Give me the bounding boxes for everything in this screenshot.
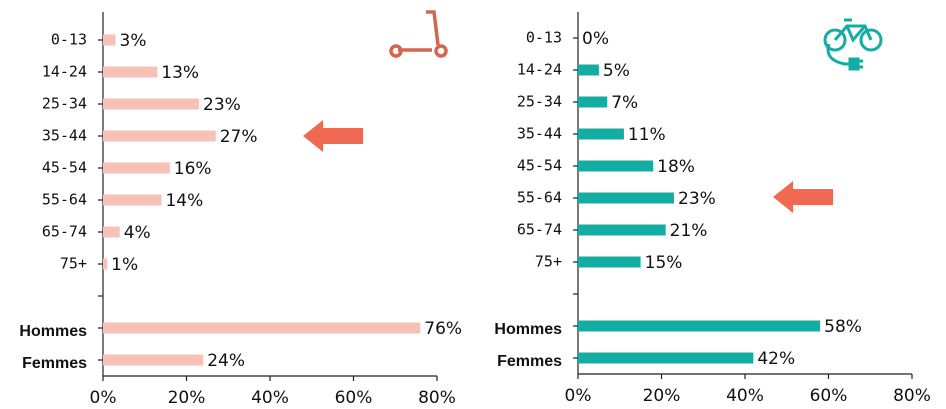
data-label: 23% <box>203 95 241 115</box>
bar <box>103 130 216 142</box>
data-label: 42% <box>757 349 795 369</box>
x-tick-label: 40% <box>251 388 289 408</box>
data-label: 76% <box>424 319 462 339</box>
data-label: 11% <box>628 125 666 145</box>
bar <box>103 98 200 110</box>
x-tick-label: 40% <box>726 386 764 406</box>
data-label: 24% <box>207 351 245 371</box>
y-tick-label: 75+ <box>535 253 562 271</box>
y-tick-label: 55-64 <box>42 191 87 209</box>
x-tick-label: 80% <box>893 386 931 406</box>
y-tick-label: 14-24 <box>517 61 562 79</box>
data-label: 27% <box>220 127 258 147</box>
x-tick-label: 80% <box>418 388 456 408</box>
data-label: 4% <box>124 223 151 243</box>
data-label: 5% <box>603 61 630 81</box>
bar <box>103 354 204 366</box>
bar <box>103 66 158 78</box>
data-label: 7% <box>611 93 638 113</box>
data-label: 18% <box>657 157 695 177</box>
data-label: 58% <box>824 317 862 337</box>
x-tick-label: 20% <box>168 388 206 408</box>
data-label: 1% <box>111 255 138 275</box>
y-tick-label: 35-44 <box>517 125 562 143</box>
y-tick-label: 0-13 <box>51 31 87 49</box>
data-label: 23% <box>678 189 716 209</box>
bar <box>103 162 170 174</box>
data-label: 16% <box>174 159 212 179</box>
y-tick-label: 0-13 <box>526 29 562 47</box>
data-label: 21% <box>670 221 708 241</box>
y-tick-label: 55-64 <box>517 189 562 207</box>
y-tick-label: 14-24 <box>42 63 87 81</box>
y-tick-label: 25-34 <box>42 95 87 113</box>
y-tick-label: 65-74 <box>42 223 87 241</box>
ebike-icon <box>823 18 883 71</box>
bar <box>578 256 641 268</box>
y-tick-label: Femmes <box>22 355 87 372</box>
data-label: 3% <box>120 31 147 51</box>
x-tick-label: 20% <box>643 386 681 406</box>
bar <box>578 64 599 76</box>
bar <box>103 34 116 46</box>
y-tick-label: 65-74 <box>517 221 562 239</box>
bar <box>578 192 675 204</box>
data-label: 15% <box>645 253 683 273</box>
x-tick-label: 60% <box>810 386 848 406</box>
data-label: 14% <box>165 191 203 211</box>
bar <box>578 96 608 108</box>
bar <box>103 322 421 334</box>
x-tick-label: 0% <box>90 388 117 408</box>
y-tick-label: 45-54 <box>42 159 87 177</box>
y-tick-label: 35-44 <box>42 127 87 145</box>
data-label: 0% <box>582 29 609 49</box>
bar <box>578 320 821 332</box>
bar <box>103 226 120 238</box>
x-tick-label: 60% <box>335 388 373 408</box>
y-tick-label: Hommes <box>19 323 87 340</box>
bar <box>578 352 754 364</box>
y-tick-label: Femmes <box>497 353 562 370</box>
data-label: 13% <box>161 63 199 83</box>
y-tick-label: 45-54 <box>517 157 562 175</box>
bar <box>103 194 162 206</box>
y-tick-label: 25-34 <box>517 93 562 111</box>
bar <box>578 224 666 236</box>
highlight-arrow <box>773 181 833 213</box>
bar <box>103 258 108 270</box>
bar <box>578 160 654 172</box>
highlight-arrow <box>303 120 363 152</box>
scooter-icon <box>389 10 448 58</box>
x-tick-label: 0% <box>565 386 592 406</box>
bar <box>578 128 624 140</box>
y-tick-label: 75+ <box>60 255 87 273</box>
y-tick-label: Hommes <box>494 321 562 338</box>
